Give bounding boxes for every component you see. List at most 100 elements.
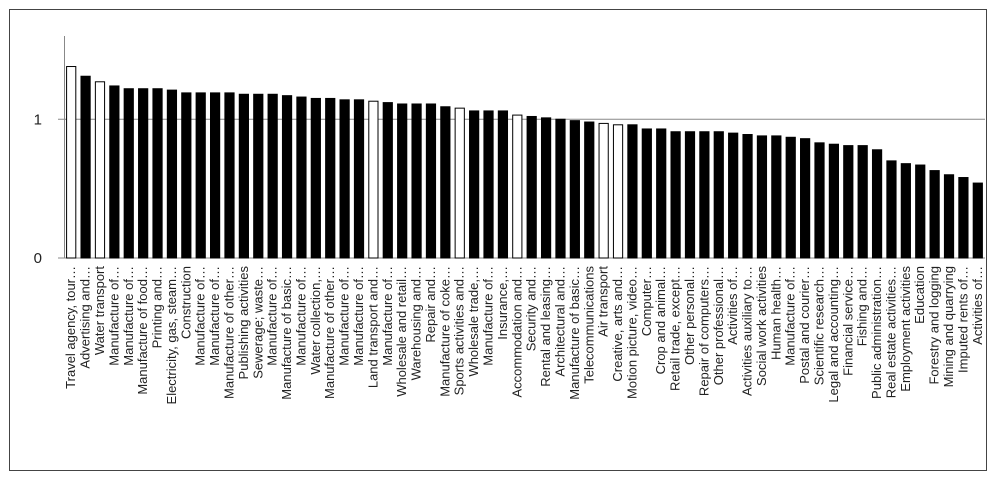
x-tick-label: Manufacture of other… — [221, 266, 236, 399]
x-tick-label: Manufacture of coke… — [437, 266, 452, 397]
bar — [771, 135, 782, 259]
x-tick-label: Water transport — [92, 266, 107, 355]
x-tick-label: Security and… — [524, 266, 539, 351]
x-tick-label: Manufacture of food… — [135, 266, 150, 395]
x-tick-label: Imputed rents of… — [955, 266, 970, 373]
bar — [123, 88, 134, 259]
x-tick-label: Manufacture of… — [783, 266, 798, 366]
x-tick-label: Computer… — [639, 266, 654, 336]
x-tick-label: Social work activities — [754, 266, 769, 386]
bar — [281, 95, 293, 259]
x-tick-label: Human health… — [768, 266, 783, 360]
bar — [857, 145, 868, 259]
x-tick-label: Manufacture of basic… — [279, 266, 294, 400]
x-tick-label: Sewerage; waste… — [250, 266, 265, 379]
x-tick-label: Warehousing and… — [409, 266, 424, 380]
bar — [138, 88, 149, 259]
bar — [929, 170, 940, 259]
bar — [512, 114, 523, 259]
bar — [310, 97, 321, 259]
bar — [943, 174, 955, 259]
bar — [224, 92, 235, 259]
bar — [742, 134, 753, 259]
bar — [181, 92, 192, 259]
x-tick-label: Manufacture of… — [380, 266, 395, 366]
bar — [555, 118, 566, 259]
bar — [152, 88, 163, 259]
x-tick-label: Electricity, gas, steam… — [164, 266, 179, 404]
x-tick-label: Crop and animal… — [653, 266, 668, 374]
x-tick-label: Motion picture, video… — [624, 266, 639, 399]
x-tick-label: Public administration… — [869, 266, 884, 399]
bar — [584, 121, 595, 259]
x-tick-label: Wholesale and retail… — [394, 266, 409, 397]
bar — [425, 103, 437, 259]
x-tick-label: Forestry and logging — [927, 266, 942, 385]
bar — [109, 85, 120, 259]
x-tick-label: Water collection,… — [308, 266, 323, 375]
bar — [670, 131, 681, 259]
bar — [253, 93, 264, 259]
x-tick-label: Activities of… — [725, 266, 740, 345]
x-tick-label: Publishing activities — [236, 266, 251, 380]
x-tick-label: Activities of… — [970, 266, 985, 345]
bar — [886, 160, 897, 259]
x-tick-label: Fishing and… — [855, 266, 870, 346]
x-tick-label: Postal and courier… — [797, 266, 812, 384]
x-tick-label: Scientific research… — [812, 266, 827, 385]
x-tick-label: Retail trade, except… — [668, 266, 683, 391]
y-tick-label: 0 — [34, 250, 42, 267]
bar — [684, 131, 696, 259]
bar — [339, 99, 350, 259]
bar — [958, 177, 969, 259]
x-tick-label: Manufacture of… — [265, 266, 280, 366]
bar — [785, 136, 796, 259]
x-tick-label: Rental and leasing… — [538, 266, 553, 387]
x-tick-label: Land transport and… — [365, 266, 380, 388]
bar — [368, 100, 379, 259]
x-tick-label: Construction — [178, 266, 193, 339]
x-tick-label: Insurance,… — [495, 266, 510, 340]
bar — [871, 149, 883, 259]
x-tick-label: Manufacture of… — [207, 266, 222, 366]
bar — [828, 143, 840, 259]
x-tick-label: Creative, arts and… — [610, 266, 625, 382]
x-tick-label: Mining and quarrying — [941, 266, 956, 387]
x-tick-label: Financial service… — [840, 266, 855, 376]
bar — [382, 102, 393, 259]
bar — [353, 99, 365, 259]
bar — [814, 142, 825, 259]
bar — [94, 81, 106, 259]
x-tick-label: Education — [912, 266, 927, 324]
x-tick-label: Air transport — [596, 266, 611, 337]
bar — [569, 120, 580, 259]
x-tick-label: Activities auxiliary to… — [740, 266, 755, 396]
bar — [972, 182, 983, 259]
bar — [66, 66, 77, 259]
x-tick-label: Advertising and… — [78, 266, 93, 369]
x-tick-label: Manufacture of… — [106, 266, 121, 366]
x-tick-label: Manufacture of other… — [322, 266, 337, 399]
x-tick-label: Employment activities — [898, 266, 913, 392]
bar — [267, 93, 278, 259]
x-tick-label: Real estate activities… — [883, 266, 898, 398]
x-tick-label: Manufacture of… — [481, 266, 496, 366]
x-tick-label: Sports activities and… — [452, 266, 467, 395]
bar — [497, 110, 509, 259]
bar — [756, 135, 768, 259]
bar — [800, 138, 811, 259]
bar — [598, 122, 609, 259]
bar — [627, 124, 638, 259]
x-tick-label: Manufacture of… — [193, 266, 208, 366]
bar — [411, 103, 422, 259]
bar — [195, 92, 206, 259]
x-tick-label: Architectural and… — [552, 266, 567, 377]
bar — [900, 163, 911, 259]
x-tick-label: Other professional… — [711, 266, 726, 385]
x-tick-label: Other personal… — [682, 266, 697, 365]
x-tick-label: Repair and… — [423, 266, 438, 343]
bar — [296, 96, 307, 259]
x-tick-label: Manufacture of basic… — [567, 266, 582, 400]
x-tick-label: Manufacture of… — [351, 266, 366, 366]
